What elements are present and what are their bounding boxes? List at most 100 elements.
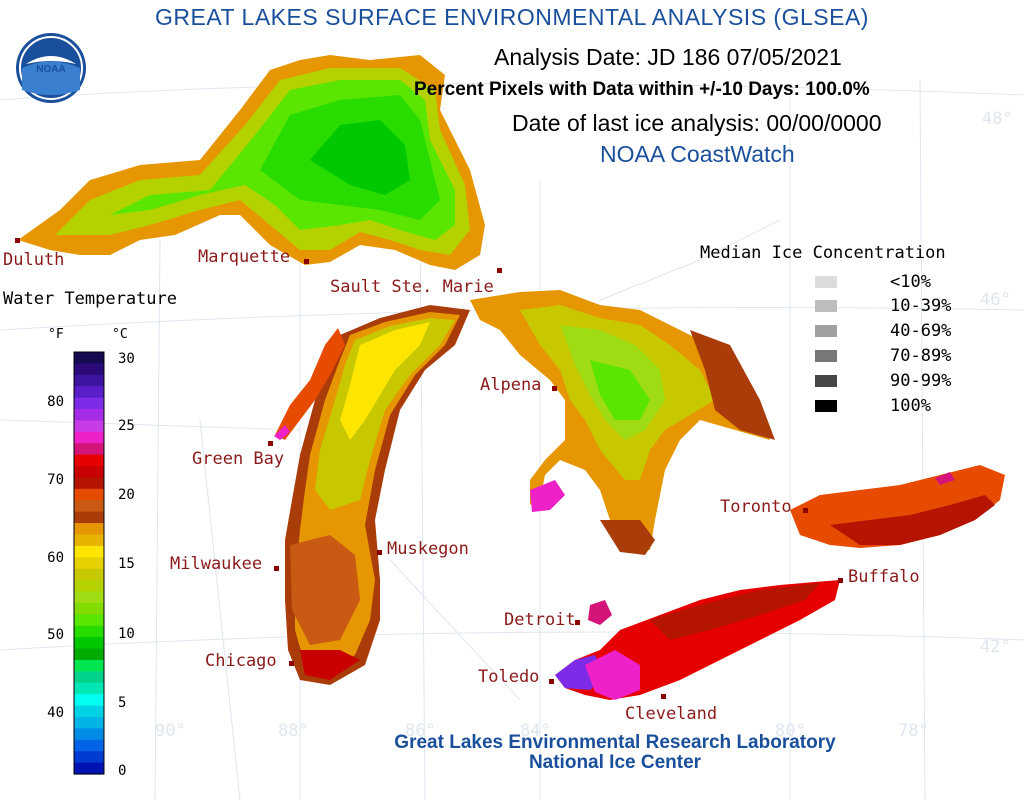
legend-unit-c: °C (112, 327, 128, 342)
water-temperature-title: Water Temperature (3, 289, 177, 309)
f-tick-50: 50 (47, 627, 64, 643)
f-tick-60: 60 (47, 550, 64, 566)
city-marker-muskegon (377, 550, 382, 555)
lon-label-78: 78° (898, 721, 929, 741)
color-scale-swatch (74, 466, 104, 479)
color-scale-swatch (74, 568, 104, 581)
c-tick-0: 0 (118, 763, 126, 779)
lake-ontario (790, 465, 1005, 548)
ice-swatch-1 (815, 300, 837, 312)
city-label-marquette: Marquette (198, 247, 290, 267)
color-scale-swatch (74, 637, 104, 650)
c-tick-15: 15 (118, 556, 135, 572)
city-label-duluth: Duluth (3, 250, 64, 270)
map-title: GREAT LAKES SURFACE ENVIRONMENTAL ANALYS… (155, 4, 869, 30)
noaa-logo: NOAA (16, 33, 86, 103)
color-scale-swatch (74, 523, 104, 536)
lat-label-42: 42° (980, 637, 1011, 657)
color-scale-swatch (74, 545, 104, 558)
city-label-green-bay: Green Bay (192, 449, 284, 469)
color-scale-swatch (74, 374, 104, 387)
c-tick-20: 20 (118, 487, 135, 503)
ice-label-0: <10% (890, 272, 931, 292)
lat-label-46: 46° (980, 290, 1011, 310)
color-scale-swatch (74, 477, 104, 490)
color-scale-swatch (74, 602, 104, 615)
color-scale-swatch (74, 625, 104, 638)
legend-f-ticks: 80 70 60 50 40 (47, 394, 64, 721)
grid-labels: 48° 46° 42° 90° 88° 86° 84° 80° 78° (155, 109, 1013, 741)
ice-legend-title: Median Ice Concentration (700, 243, 946, 263)
footer-glerl: Great Lakes Environmental Research Labor… (394, 732, 836, 753)
city-label-detroit: Detroit (504, 610, 576, 630)
analysis-date: Analysis Date: JD 186 07/05/2021 (494, 44, 842, 70)
city-marker-milwaukee (274, 566, 279, 571)
city-label-sault-ste-marie: Sault Ste. Marie (330, 277, 494, 297)
city-label-chicago: Chicago (205, 651, 277, 671)
lon-label-90: 90° (155, 721, 186, 741)
lake-michigan (285, 305, 470, 685)
color-scale-swatch (74, 363, 104, 376)
lon-label-88: 88° (278, 721, 309, 741)
color-scale-swatch (74, 591, 104, 604)
city-marker-green-bay (268, 441, 273, 446)
city-marker-alpena (552, 386, 557, 391)
city-label-cleveland: Cleveland (625, 704, 717, 724)
legend-unit-f: °F (48, 327, 64, 342)
color-scale-swatch (74, 352, 104, 365)
color-scale-swatch (74, 694, 104, 707)
color-scale-swatch (74, 648, 104, 661)
city-label-toronto: Toronto (720, 497, 792, 517)
last-ice-analysis: Date of last ice analysis: 00/00/0000 (512, 110, 882, 136)
city-label-buffalo: Buffalo (848, 567, 920, 587)
color-scale-swatch (74, 751, 104, 764)
color-scale-swatch (74, 443, 104, 456)
color-scale-swatch (74, 511, 104, 524)
footer-nic: National Ice Center (528, 752, 702, 773)
city-label-muskegon: Muskegon (387, 539, 469, 559)
city-marker-cleveland (661, 694, 666, 699)
c-tick-10: 10 (118, 626, 135, 642)
green-bay (274, 328, 345, 440)
ice-label-1: 10-39% (890, 296, 951, 316)
ice-swatch-3 (815, 350, 837, 362)
lake-huron (470, 290, 775, 555)
lat-label-48: 48° (982, 109, 1013, 129)
color-scale-swatch (74, 682, 104, 695)
city-marker-duluth (15, 238, 20, 243)
color-scale-swatch (74, 716, 104, 729)
ice-label-4: 90-99% (890, 371, 951, 391)
color-scale-swatch (74, 739, 104, 752)
color-scale-swatch (74, 705, 104, 718)
city-marker-marquette (304, 259, 309, 264)
city-marker-toledo (549, 679, 554, 684)
ice-swatch-0 (815, 276, 837, 288)
color-scale-swatch (74, 659, 104, 672)
city-marker-toronto (803, 508, 808, 513)
color-scale-swatch (74, 500, 104, 513)
lon-label-86: 86° (405, 721, 436, 741)
lon-label-80: 80° (775, 721, 806, 741)
noaa-logo-text: NOAA (36, 64, 65, 75)
city-label-alpena: Alpena (480, 375, 541, 395)
color-scale-swatch (74, 397, 104, 410)
color-scale-bar (74, 352, 104, 775)
c-tick-25: 25 (118, 418, 135, 434)
legend-c-ticks: 30 25 20 15 10 5 0 (118, 351, 135, 779)
color-scale-swatch (74, 762, 104, 775)
percent-pixels: Percent Pixels with Data within +/-10 Da… (414, 79, 870, 100)
color-scale-swatch (74, 420, 104, 433)
color-scale-swatch (74, 614, 104, 627)
city-marker-buffalo (838, 578, 843, 583)
color-scale-swatch (74, 557, 104, 570)
f-tick-80: 80 (47, 394, 64, 410)
color-scale-swatch (74, 728, 104, 741)
lon-label-84: 84° (520, 721, 551, 741)
color-scale-swatch (74, 454, 104, 467)
data-source: NOAA CoastWatch (600, 141, 795, 167)
city-marker-detroit (575, 620, 580, 625)
city-marker-chicago (289, 661, 294, 666)
city-marker-sault-ste-marie (497, 268, 502, 273)
c-tick-5: 5 (118, 695, 126, 711)
